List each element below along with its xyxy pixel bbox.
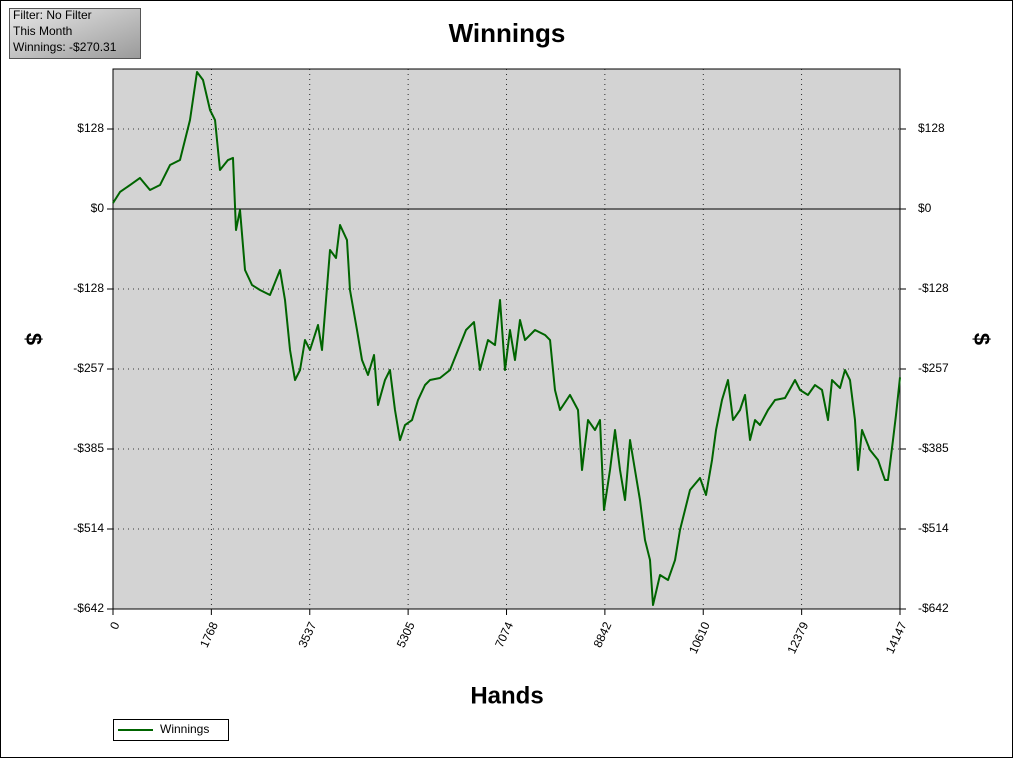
info-text: Winnings: -$270.31: [13, 40, 117, 54]
y-axis-title: $: [21, 333, 46, 345]
info-box: [9, 8, 141, 59]
y2-axis-title: $: [969, 333, 994, 345]
y-tick-label: -$385: [73, 441, 104, 455]
y2-tick-label: -$257: [918, 361, 949, 375]
legend-box: [113, 719, 229, 741]
data-line: [112, 70, 901, 607]
y2-tick-label: -$642: [918, 601, 949, 615]
y-tick-label: -$642: [73, 601, 104, 615]
y-tick-label: -$128: [73, 281, 104, 295]
y2-tick-label: -$385: [918, 441, 949, 455]
y-tick-label: $0: [91, 201, 105, 215]
y2-tick-label: $0: [918, 201, 932, 215]
info-text: Filter: No Filter: [13, 8, 92, 22]
y2-tick-label: -$128: [918, 281, 949, 295]
chart-title: Winnings: [449, 18, 566, 48]
y-tick-label: -$257: [73, 361, 104, 375]
info-text: This Month: [13, 24, 72, 38]
legend-label: Winnings: [160, 722, 209, 736]
y2-tick-label: -$514: [918, 521, 949, 535]
x-axis-title: Hands: [470, 682, 543, 709]
y-tick-label: $128: [77, 121, 104, 135]
y-tick-label: -$514: [73, 521, 104, 535]
y2-tick-label: $128: [918, 121, 945, 135]
